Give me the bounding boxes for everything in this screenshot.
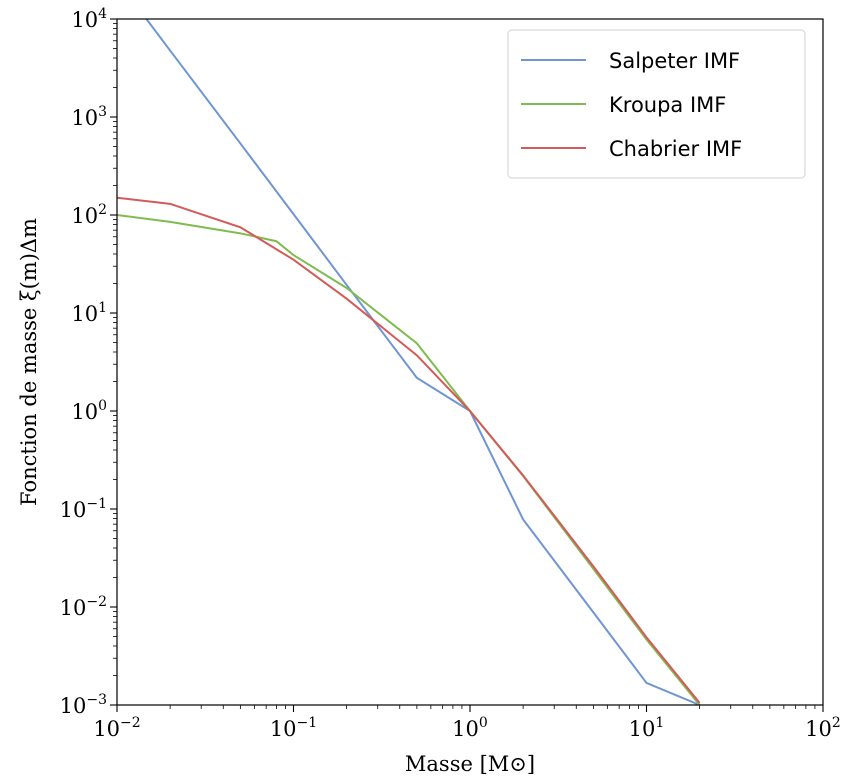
series-layer (117, 19, 701, 705)
x-axis-label: Masse [M⊙] (405, 752, 535, 776)
ticks-layer: 10−2 10−1 100 101 10210−310−210−110010110210… (60, 6, 841, 741)
y-tick-label: 10−3 (60, 692, 107, 718)
legend-label-chabrier-imf: Chabrier IMF (609, 137, 742, 161)
y-tick-label: 100 (71, 398, 107, 424)
series-line-chabrier-imf (117, 196, 701, 704)
x-tick-label: 100 (452, 715, 488, 741)
x-tick-label: 10−2 (93, 715, 140, 741)
x-tick-label: 10−1 (270, 715, 317, 741)
legend-label-kroupa-imf: Kroupa IMF (609, 93, 726, 117)
legend: Salpeter IMF Kroupa IMF Chabrier IMF (507, 29, 806, 179)
legend-label-salpeter-imf: Salpeter IMF (609, 49, 740, 73)
series-line-salpeter-imf (145, 19, 701, 705)
y-axis-label: Fonction de masse ξ(m)Δm (17, 218, 41, 506)
y-tick-label: 10−1 (60, 496, 107, 522)
y-tick-label: 102 (71, 202, 107, 228)
y-tick-label: 10−2 (60, 594, 107, 620)
x-tick-label: 101 (629, 715, 665, 741)
x-tick-label: 102 (805, 715, 841, 741)
series-line-kroupa-imf (117, 214, 701, 705)
y-tick-label: 101 (71, 300, 107, 326)
y-tick-label: 104 (71, 6, 107, 32)
legend-box (507, 29, 806, 179)
y-tick-label: 103 (71, 104, 107, 130)
